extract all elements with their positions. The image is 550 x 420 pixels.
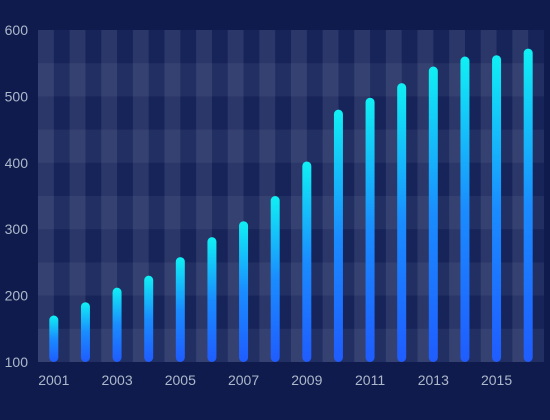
grid-band [38,129,544,163]
bar-2015[interactable] [492,55,502,363]
bar-2014[interactable] [460,56,470,363]
bar-2007[interactable] [239,221,249,362]
plot-background [38,30,544,362]
y-tick-label: 200 [5,288,29,304]
x-tick-label: 2013 [418,372,449,388]
bars [49,48,533,363]
grid-band [38,63,544,97]
x-tick-label: 2005 [165,372,196,388]
bar-2012[interactable] [397,83,407,363]
bar-2013[interactable] [428,66,438,363]
y-axis: 100 200 300 400 500 600 [5,22,29,370]
bar-2016[interactable] [523,48,533,362]
bar-2009[interactable] [302,161,312,362]
x-tick-label: 2015 [481,372,512,388]
bar-2005[interactable] [175,257,185,362]
bar-2001[interactable] [49,315,59,362]
grid-band [38,328,544,362]
bar-2006[interactable] [207,237,217,362]
grid-band [38,196,544,230]
bar-2003[interactable] [112,287,122,362]
x-axis: 2001 2003 2005 2007 2009 2011 2013 2015 [38,372,512,388]
x-tick-label: 2009 [291,372,322,388]
x-tick-label: 2001 [38,372,69,388]
grid-column [101,30,118,362]
bar-2008[interactable] [270,196,280,362]
y-tick-label: 300 [5,221,29,237]
bar-2002[interactable] [80,302,90,362]
y-tick-label: 400 [5,155,29,171]
bar-2011[interactable] [365,97,375,362]
bar-2004[interactable] [144,275,154,362]
grid-band [38,262,544,296]
y-tick-label: 600 [5,22,29,38]
x-tick-label: 2011 [355,372,385,388]
bar-2010[interactable] [333,109,343,363]
grid-column [38,30,54,362]
y-tick-label: 500 [5,88,29,104]
y-tick-label: 100 [5,354,29,370]
x-tick-label: 2007 [228,372,259,388]
x-tick-label: 2003 [101,372,132,388]
grid-column [69,30,86,362]
